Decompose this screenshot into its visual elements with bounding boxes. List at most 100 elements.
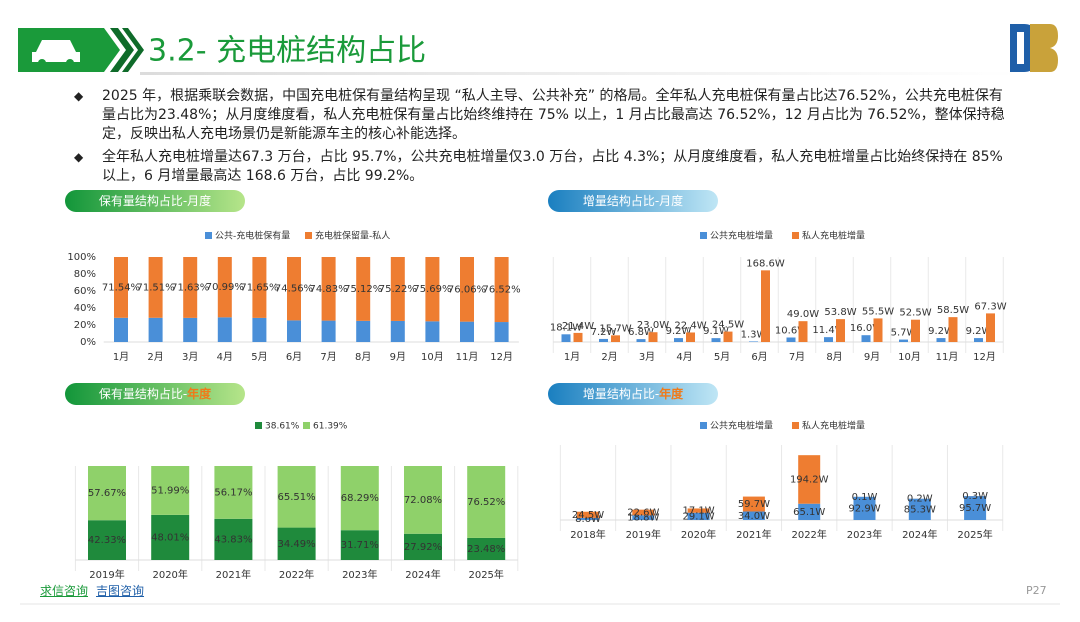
bar — [723, 331, 733, 342]
y-tick-label: 100% — [67, 252, 96, 263]
data-label: 21.4W — [562, 321, 594, 332]
x-tick-label: 2023年 — [342, 568, 377, 581]
x-tick-label: 2020年 — [152, 568, 187, 581]
bar — [686, 332, 695, 342]
data-label: 52.5W — [899, 308, 931, 319]
data-label: 168.6W — [746, 258, 785, 269]
data-label: 16.0W — [850, 323, 882, 334]
bar — [761, 270, 770, 342]
legend-label: 61.39% — [313, 422, 348, 432]
data-label: 18.1W — [550, 322, 582, 333]
data-label: 8.6W — [575, 514, 601, 525]
bar-segment — [467, 537, 506, 560]
data-label: 75.69% — [413, 284, 451, 295]
x-tick-label: 1月 — [113, 351, 129, 363]
bar — [599, 338, 608, 342]
source-link[interactable]: 吉图咨询 — [96, 584, 145, 598]
data-label: 27.92% — [404, 542, 442, 553]
bar — [899, 339, 908, 342]
x-tick-label: 2025年 — [468, 568, 503, 581]
data-label: 9.1W — [703, 326, 729, 337]
legend-swatch — [305, 232, 312, 239]
x-tick-label: 11月 — [456, 351, 479, 363]
section-title: 保有量结构占比-月度 — [99, 193, 211, 208]
bar — [674, 338, 683, 342]
x-tick-label: 3月 — [639, 351, 655, 363]
x-tick-label: 2019年 — [89, 568, 124, 581]
bar-segment — [404, 466, 442, 534]
legend-label: 私人充电桩增量 — [802, 230, 865, 242]
bar — [611, 335, 620, 342]
bar-segment — [114, 317, 128, 342]
x-tick-label: 9月 — [390, 351, 406, 363]
data-label: 71.51% — [137, 282, 175, 293]
data-label: 51.99% — [151, 485, 189, 496]
bar-segment — [577, 517, 599, 520]
section-title-text: 保有量结构占比-月度 — [99, 193, 211, 208]
section-title-text: 保有量结构占比- — [99, 386, 187, 401]
x-tick-label: 2022年 — [279, 568, 314, 581]
x-tick-label: 7月 — [789, 351, 805, 363]
data-label: 59.7W — [738, 499, 770, 510]
bar-segment — [148, 257, 163, 318]
bar-segment — [742, 496, 765, 512]
x-tick-label: 2025年 — [957, 528, 992, 541]
bar-segment — [183, 257, 198, 318]
data-label: 23.48% — [467, 544, 505, 555]
bar — [873, 318, 883, 342]
bar — [824, 337, 833, 342]
x-tick-label: 11月 — [936, 351, 959, 363]
header-chevrons — [110, 28, 144, 72]
section-pill — [65, 383, 245, 405]
bar-segment — [151, 514, 190, 560]
legend-label: 私人充电桩增量 — [802, 420, 865, 432]
data-label: 7.2W — [591, 327, 617, 338]
bar-segment — [214, 466, 253, 519]
x-tick-label: 2021年 — [216, 568, 251, 581]
x-tick-label: 1月 — [564, 351, 580, 363]
data-label: 31.71% — [341, 540, 379, 551]
bar — [974, 338, 983, 342]
bar-segment — [467, 466, 506, 538]
y-tick-label: 80% — [74, 269, 96, 280]
data-label: 75.12% — [344, 284, 382, 295]
header-rule — [140, 72, 1020, 75]
data-label: 10.6W — [775, 325, 807, 336]
x-tick-label: 6月 — [286, 351, 302, 363]
data-label: 0.2W — [907, 494, 933, 505]
legend-swatch — [792, 232, 799, 239]
data-label: 17.1W — [683, 506, 715, 517]
bar-segment — [287, 320, 301, 342]
bar — [836, 319, 845, 342]
x-tick-label: 4月 — [676, 351, 692, 363]
bar-segment — [908, 498, 931, 520]
data-label: 6.8W — [628, 327, 654, 338]
data-label: 58.5W — [937, 305, 969, 316]
bar-segment — [798, 455, 821, 504]
bar-segment — [742, 511, 765, 520]
data-label: 42.33% — [88, 535, 126, 546]
x-tick-label: 2022年 — [791, 528, 826, 541]
bar-segment — [494, 257, 509, 323]
source-link[interactable]: 求信咨询 — [40, 584, 89, 598]
x-tick-label: 12月 — [490, 351, 513, 363]
legend-swatch — [205, 232, 212, 239]
data-label: 76.52% — [467, 497, 505, 508]
section-title: 增量结构占比-月度 — [583, 193, 683, 208]
bar-segment — [632, 515, 655, 520]
data-label: 74.83% — [310, 284, 348, 295]
bar-segment — [460, 257, 474, 322]
x-tick-label: 8月 — [355, 351, 371, 363]
data-label: 9.2W — [666, 326, 692, 337]
bar-segment — [340, 466, 379, 531]
x-tick-label: 6月 — [751, 351, 767, 363]
bar-segment — [321, 257, 336, 321]
data-label: 57.67% — [88, 488, 126, 499]
bar-segment — [287, 257, 301, 321]
x-tick-label: 2021年 — [736, 528, 771, 541]
bar — [636, 339, 646, 342]
section-pill — [65, 190, 245, 212]
x-tick-label: 8月 — [826, 351, 842, 363]
data-label: 92.9W — [848, 503, 880, 514]
